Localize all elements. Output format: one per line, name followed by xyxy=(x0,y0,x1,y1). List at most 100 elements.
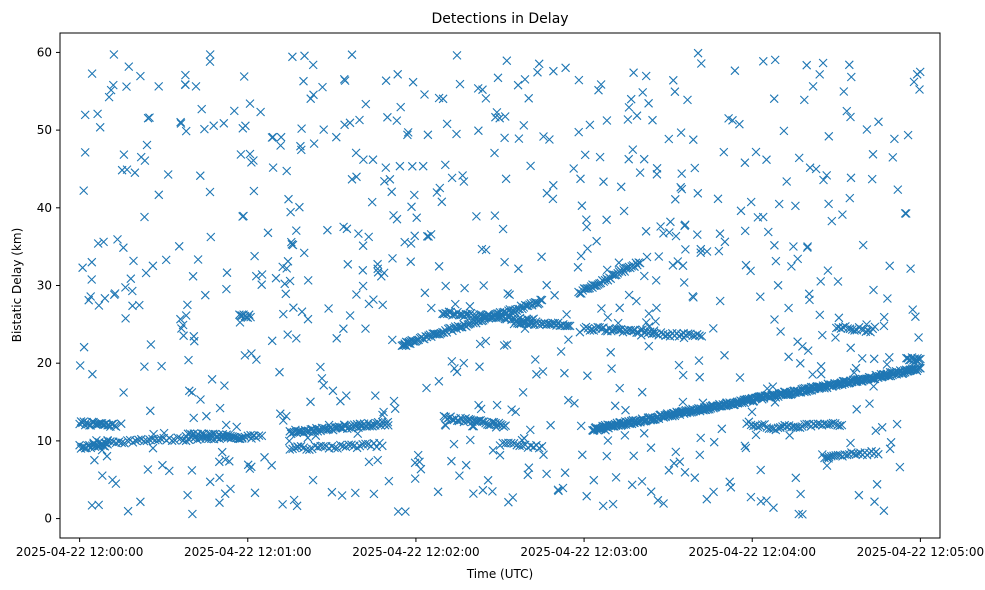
data-point xyxy=(610,401,620,411)
data-point xyxy=(303,314,313,324)
data-point xyxy=(373,267,383,277)
data-point xyxy=(644,98,653,108)
data-point xyxy=(243,313,253,322)
data-point xyxy=(87,275,97,284)
data-point xyxy=(549,66,558,76)
data-point xyxy=(648,115,657,125)
data-point xyxy=(434,261,444,271)
data-point xyxy=(405,339,415,349)
data-point xyxy=(519,121,529,130)
data-point xyxy=(693,48,703,58)
data-point xyxy=(870,322,880,332)
data-point xyxy=(506,438,516,448)
data-point xyxy=(498,224,508,234)
data-point xyxy=(426,303,436,313)
data-point xyxy=(536,295,545,305)
data-point xyxy=(879,506,889,516)
data-point xyxy=(858,374,867,384)
data-point xyxy=(556,347,566,356)
data-point xyxy=(140,362,149,371)
data-point xyxy=(652,169,662,179)
data-point xyxy=(475,339,485,349)
data-point xyxy=(537,295,547,305)
data-point xyxy=(439,309,449,319)
data-point xyxy=(787,262,796,271)
data-point xyxy=(714,246,724,256)
data-point xyxy=(862,320,871,329)
data-point xyxy=(642,252,652,262)
data-point xyxy=(207,374,217,384)
data-point xyxy=(678,370,688,380)
data-point xyxy=(688,292,698,301)
data-point xyxy=(849,368,859,377)
data-point xyxy=(385,174,395,184)
data-point xyxy=(93,109,102,119)
data-point xyxy=(668,260,678,270)
data-point xyxy=(449,439,459,449)
data-point xyxy=(709,487,718,497)
data-point xyxy=(877,422,887,432)
data-point xyxy=(323,225,332,235)
data-point xyxy=(846,343,856,353)
data-point xyxy=(358,265,368,275)
data-point xyxy=(441,281,451,291)
data-point xyxy=(569,164,579,173)
data-point xyxy=(491,422,501,432)
data-point xyxy=(235,318,245,327)
data-point xyxy=(123,506,133,516)
data-point xyxy=(184,386,194,396)
data-point xyxy=(911,312,920,322)
data-point xyxy=(233,434,243,444)
data-point xyxy=(656,222,665,231)
data-point xyxy=(845,193,855,203)
data-point xyxy=(692,329,702,339)
data-point xyxy=(205,187,215,197)
data-point xyxy=(97,471,107,480)
data-point xyxy=(433,487,443,497)
data-point xyxy=(623,115,633,124)
data-point xyxy=(392,116,402,125)
data-point xyxy=(621,263,631,273)
data-point xyxy=(130,168,140,178)
data-point xyxy=(293,442,302,451)
data-point xyxy=(879,312,889,322)
data-point xyxy=(715,296,725,306)
data-point xyxy=(308,60,318,70)
data-point xyxy=(87,501,97,510)
data-point xyxy=(80,110,90,120)
data-point xyxy=(339,324,348,334)
data-point xyxy=(158,460,167,470)
data-point xyxy=(776,327,785,336)
data-point xyxy=(819,175,828,185)
data-point xyxy=(542,280,552,290)
data-point xyxy=(608,499,618,509)
data-point xyxy=(87,69,97,78)
data-point xyxy=(537,441,547,451)
data-point xyxy=(501,421,510,431)
data-point xyxy=(915,85,924,94)
data-point xyxy=(554,486,563,496)
data-point xyxy=(616,182,626,192)
data-point xyxy=(240,351,250,360)
data-point xyxy=(102,451,112,461)
data-point xyxy=(916,363,925,373)
data-point xyxy=(90,455,99,465)
data-point xyxy=(440,420,450,429)
data-point xyxy=(501,174,511,184)
data-point xyxy=(156,434,166,444)
data-point xyxy=(753,422,763,432)
data-point xyxy=(246,430,255,440)
data-point xyxy=(835,421,845,431)
data-point xyxy=(381,76,391,86)
data-point xyxy=(542,469,551,479)
data-point xyxy=(276,141,285,150)
data-point xyxy=(215,498,224,508)
data-point xyxy=(393,507,403,516)
data-point xyxy=(702,247,712,256)
data-point xyxy=(420,288,430,298)
data-point xyxy=(465,435,475,445)
data-point xyxy=(751,430,761,440)
data-point xyxy=(188,509,197,519)
data-point xyxy=(422,383,431,393)
data-point xyxy=(653,495,663,505)
